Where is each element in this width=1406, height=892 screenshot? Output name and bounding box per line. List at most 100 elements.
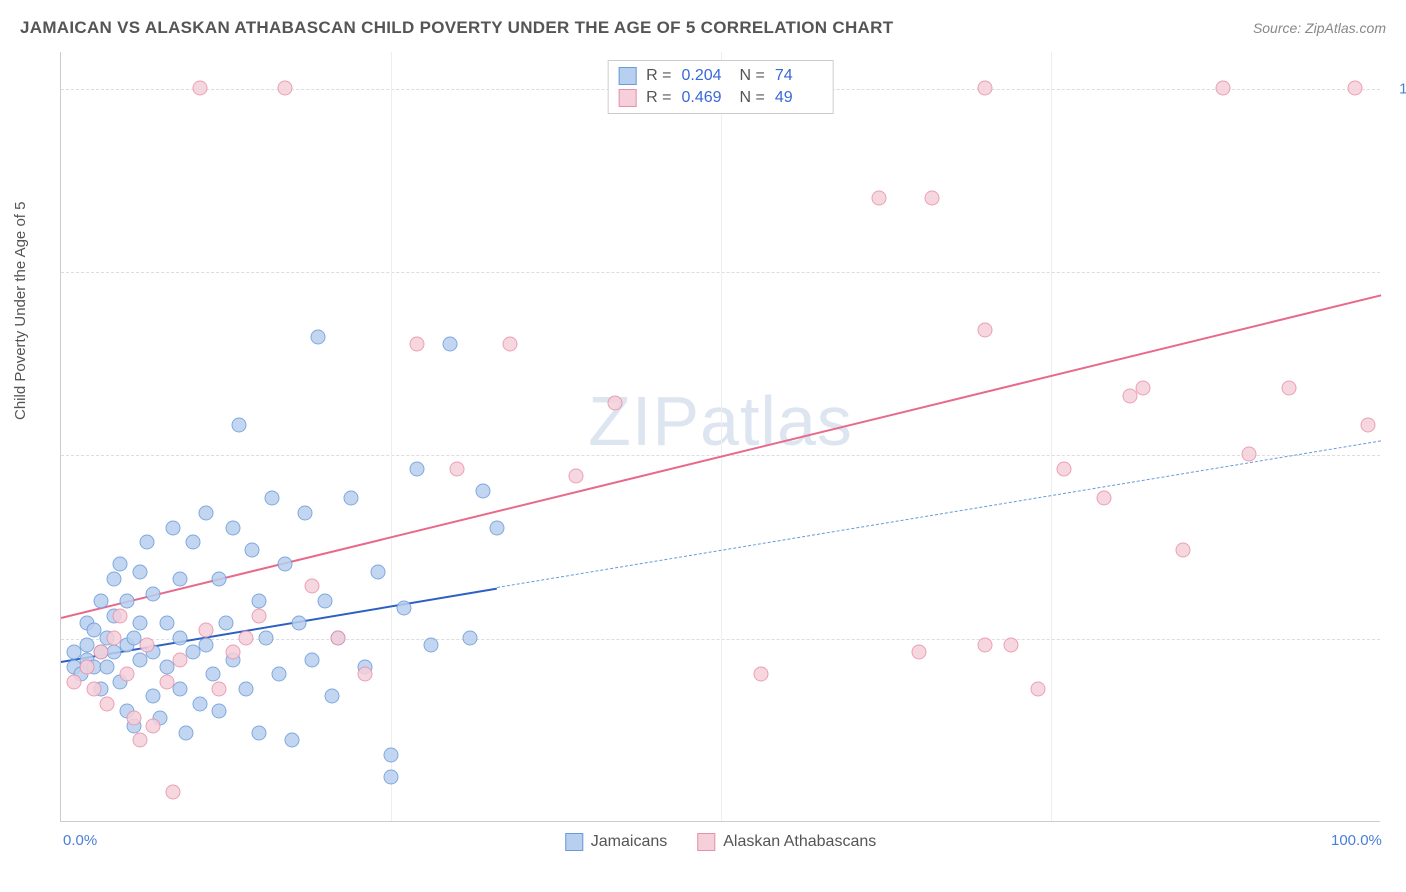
data-point: [489, 520, 504, 535]
data-point: [1030, 682, 1045, 697]
data-point: [1242, 447, 1257, 462]
data-point: [120, 667, 135, 682]
r-label: R =: [646, 67, 671, 85]
data-point: [172, 682, 187, 697]
data-point: [205, 667, 220, 682]
r-value: 0.469: [682, 89, 730, 107]
data-point: [139, 638, 154, 653]
data-point: [278, 80, 293, 95]
data-point: [1096, 491, 1111, 506]
y-axis-label: Child Poverty Under the Age of 5: [12, 202, 29, 420]
legend-swatch: [697, 833, 715, 851]
data-point: [912, 645, 927, 660]
data-point: [166, 784, 181, 799]
x-tick-label: 0.0%: [63, 832, 97, 849]
data-point: [146, 689, 161, 704]
y-tick-label: 100.0%: [1390, 80, 1406, 97]
data-point: [1136, 381, 1151, 396]
stats-swatch: [618, 67, 636, 85]
data-point: [87, 682, 102, 697]
data-point: [252, 608, 267, 623]
n-value: 74: [775, 67, 823, 85]
data-point: [265, 491, 280, 506]
data-point: [311, 330, 326, 345]
data-point: [238, 682, 253, 697]
data-point: [271, 667, 286, 682]
data-point: [172, 572, 187, 587]
data-point: [113, 608, 128, 623]
data-point: [192, 80, 207, 95]
data-point: [978, 322, 993, 337]
data-point: [106, 630, 121, 645]
data-point: [443, 337, 458, 352]
data-point: [1004, 638, 1019, 653]
x-tick-label: 100.0%: [1331, 832, 1382, 849]
data-point: [925, 190, 940, 205]
data-point: [278, 557, 293, 572]
y-tick-label: 50.0%: [1390, 447, 1406, 464]
data-point: [146, 718, 161, 733]
data-point: [318, 594, 333, 609]
legend-label: Alaskan Athabascans: [723, 833, 876, 851]
data-point: [100, 660, 115, 675]
chart-title: JAMAICAN VS ALASKAN ATHABASCAN CHILD POV…: [20, 18, 893, 38]
data-point: [106, 572, 121, 587]
data-point: [159, 674, 174, 689]
data-point: [252, 726, 267, 741]
data-point: [179, 726, 194, 741]
data-point: [1281, 381, 1296, 396]
data-point: [304, 579, 319, 594]
data-point: [1176, 542, 1191, 557]
data-point: [331, 630, 346, 645]
data-point: [100, 696, 115, 711]
data-point: [1347, 80, 1362, 95]
data-point: [212, 704, 227, 719]
data-point: [357, 667, 372, 682]
data-point: [252, 594, 267, 609]
data-point: [67, 674, 82, 689]
legend-item: Jamaicans: [565, 833, 667, 851]
data-point: [423, 638, 438, 653]
data-point: [370, 564, 385, 579]
data-point: [502, 337, 517, 352]
data-point: [232, 418, 247, 433]
legend-swatch: [565, 833, 583, 851]
r-value: 0.204: [682, 67, 730, 85]
gridline-v: [391, 52, 392, 821]
n-value: 49: [775, 89, 823, 107]
data-point: [120, 594, 135, 609]
legend: Jamaicans Alaskan Athabascans: [565, 833, 876, 851]
chart-header: JAMAICAN VS ALASKAN ATHABASCAN CHILD POV…: [20, 18, 1386, 38]
data-point: [476, 484, 491, 499]
data-point: [133, 733, 148, 748]
stats-box: R = 0.204 N = 74 R = 0.469 N = 49: [607, 60, 834, 114]
data-point: [192, 696, 207, 711]
legend-label: Jamaicans: [591, 833, 667, 851]
data-point: [212, 572, 227, 587]
data-point: [212, 682, 227, 697]
data-point: [324, 689, 339, 704]
data-point: [93, 645, 108, 660]
n-label: N =: [740, 89, 765, 107]
data-point: [397, 601, 412, 616]
data-point: [978, 638, 993, 653]
data-point: [410, 337, 425, 352]
data-point: [568, 469, 583, 484]
data-point: [126, 711, 141, 726]
data-point: [133, 564, 148, 579]
data-point: [872, 190, 887, 205]
data-point: [225, 520, 240, 535]
trend-line: [497, 441, 1382, 589]
data-point: [166, 520, 181, 535]
scatter-plot-area: ZIPatlas 25.0%50.0%75.0%100.0%0.0%100.0%…: [60, 52, 1380, 822]
data-point: [133, 616, 148, 631]
data-point: [410, 462, 425, 477]
r-label: R =: [646, 89, 671, 107]
data-point: [199, 506, 214, 521]
n-label: N =: [740, 67, 765, 85]
data-point: [199, 638, 214, 653]
stats-swatch: [618, 89, 636, 107]
data-point: [172, 652, 187, 667]
source-label: Source: ZipAtlas.com: [1253, 20, 1386, 36]
data-point: [344, 491, 359, 506]
